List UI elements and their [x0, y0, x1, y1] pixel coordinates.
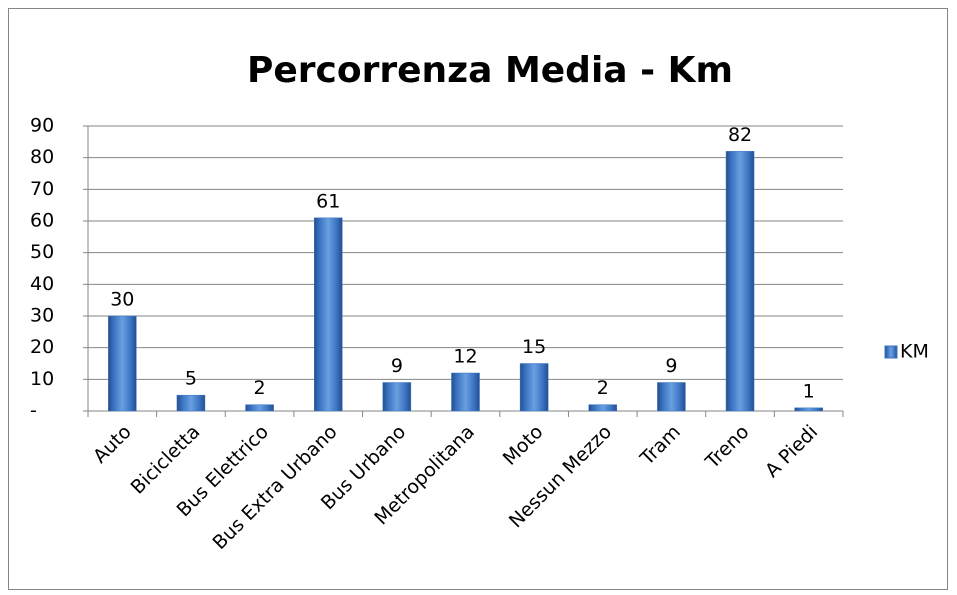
- data-label: 15: [522, 336, 546, 358]
- bar: [176, 394, 206, 412]
- y-tick-label: 40: [30, 273, 54, 295]
- bar: [519, 363, 549, 412]
- bar: [108, 315, 137, 412]
- bar: [725, 151, 755, 412]
- chart-border: [8, 8, 948, 590]
- y-tick-label: 50: [30, 241, 54, 263]
- data-label: 2: [597, 377, 609, 399]
- y-tick-label: 20: [30, 336, 54, 358]
- bar: [245, 404, 274, 412]
- y-tick-label: 80: [30, 146, 54, 168]
- y-tick-label: 10: [30, 368, 54, 390]
- y-tick-label: 30: [30, 305, 54, 327]
- data-label: 30: [110, 289, 134, 311]
- bar: [794, 407, 823, 412]
- data-label: 9: [391, 355, 403, 377]
- data-label: 61: [316, 190, 340, 212]
- data-label: 9: [665, 355, 677, 377]
- data-label: 5: [185, 368, 197, 390]
- chart-title: Percorrenza Media - Km: [247, 50, 733, 91]
- y-tick-label: -: [30, 400, 37, 422]
- bar: [451, 372, 480, 412]
- legend-swatch: [884, 345, 898, 359]
- bar: [313, 217, 343, 412]
- data-label: 12: [453, 346, 477, 368]
- data-label: 2: [254, 377, 266, 399]
- y-tick-label: 60: [30, 210, 54, 232]
- y-tick-label: 90: [30, 115, 54, 137]
- y-tick-label: 70: [30, 178, 54, 200]
- bar: [657, 382, 686, 412]
- bar: [588, 404, 618, 412]
- legend-label: KM: [900, 341, 929, 363]
- data-label: 1: [803, 380, 815, 402]
- data-label: 82: [728, 124, 752, 146]
- bar: [382, 382, 412, 412]
